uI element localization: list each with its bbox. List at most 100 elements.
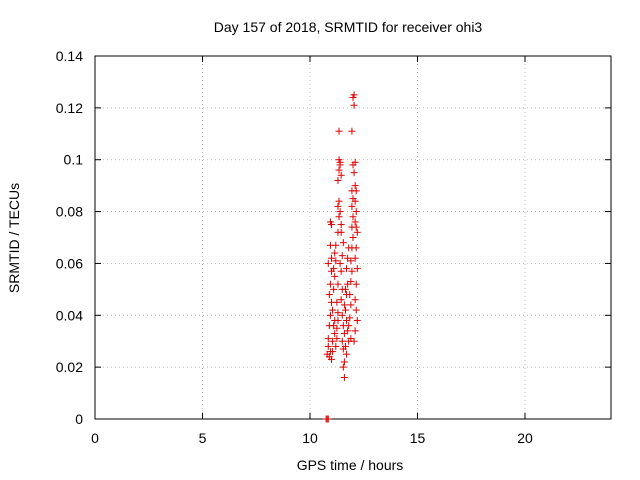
data-point — [324, 415, 332, 423]
data-point — [351, 327, 359, 335]
data-point — [352, 208, 360, 216]
grid-lines — [95, 56, 611, 419]
data-point — [351, 158, 359, 166]
data-point — [349, 213, 357, 221]
data-point — [337, 221, 345, 229]
data-point — [336, 259, 344, 267]
data-point — [336, 208, 344, 216]
data-point — [352, 306, 360, 314]
data-point — [335, 213, 343, 221]
data-point — [334, 176, 342, 184]
data-point — [340, 358, 348, 366]
data-point — [335, 197, 343, 205]
data-point — [339, 239, 347, 247]
data-point — [330, 265, 338, 273]
data-point — [346, 314, 354, 322]
data-point — [351, 296, 359, 304]
data-point — [352, 187, 360, 195]
data-point — [333, 324, 341, 332]
data-point — [347, 257, 355, 265]
data-point — [353, 265, 361, 273]
data-point — [331, 316, 339, 324]
data-point — [326, 311, 334, 319]
data-point — [348, 202, 356, 210]
y-tick-label: 0.14 — [56, 48, 83, 64]
data-point — [326, 218, 334, 226]
y-tick-label: 0 — [75, 411, 83, 427]
data-point — [331, 329, 339, 337]
data-point — [334, 202, 342, 210]
data-point — [352, 280, 360, 288]
y-tick-label: 0.08 — [56, 204, 83, 220]
chart-title: Day 157 of 2018, SRMTID for receiver ohi… — [214, 19, 483, 35]
y-tick-label: 0.04 — [56, 307, 83, 323]
y-tick-label: 0.12 — [56, 100, 83, 116]
data-point — [351, 218, 359, 226]
data-point — [337, 171, 345, 179]
data-point — [341, 285, 349, 293]
data-point — [343, 350, 351, 358]
y-tick-label: 0.1 — [64, 152, 84, 168]
data-point — [351, 197, 359, 205]
data-point — [329, 337, 337, 345]
data-point — [334, 280, 342, 288]
data-point — [334, 309, 342, 317]
data-point — [337, 296, 345, 304]
data-point — [341, 306, 349, 314]
data-point — [333, 298, 341, 306]
data-point — [346, 291, 354, 299]
data-point — [350, 169, 358, 177]
data-point — [347, 278, 355, 286]
data-point — [338, 337, 346, 345]
data-point — [335, 166, 343, 174]
data-point — [336, 158, 344, 166]
data-point — [353, 228, 361, 236]
x-tick-label: 5 — [199, 430, 207, 446]
data-point — [350, 101, 358, 109]
data-point — [349, 234, 357, 241]
data-point — [329, 306, 337, 314]
data-point — [344, 327, 352, 335]
data-point — [343, 265, 351, 273]
data-point — [347, 301, 355, 309]
data-point — [348, 267, 356, 275]
data-points — [322, 91, 361, 423]
x-tick-label: 15 — [410, 430, 426, 446]
data-point — [326, 280, 334, 288]
x-tick-label: 10 — [302, 430, 318, 446]
data-point — [341, 342, 349, 350]
data-point — [332, 241, 340, 249]
data-point — [353, 316, 361, 324]
data-point — [333, 335, 341, 343]
data-point — [337, 228, 345, 236]
data-point — [337, 267, 345, 275]
data-point — [324, 335, 332, 343]
data-point — [325, 291, 333, 299]
data-point — [331, 249, 339, 257]
y-axis-title: SRMTID / TECUs — [6, 183, 22, 293]
data-point — [352, 223, 360, 231]
data-point — [338, 252, 346, 260]
data-point — [328, 254, 335, 262]
data-point — [352, 244, 360, 252]
data-point — [330, 285, 338, 293]
data-point — [347, 335, 355, 343]
axis-ticks — [94, 55, 611, 420]
data-point — [335, 127, 343, 135]
x-tick-label: 0 — [91, 430, 99, 446]
data-point — [324, 342, 332, 350]
data-point — [332, 257, 340, 265]
data-point — [348, 127, 356, 135]
plot-frame — [94, 55, 612, 420]
y-tick-label: 0.02 — [56, 359, 83, 375]
data-point — [351, 182, 359, 190]
y-tick-label: 0.06 — [56, 255, 83, 271]
x-axis-title: GPS time / hours — [297, 457, 404, 473]
data-point — [340, 301, 348, 309]
tick-labels: 0 0.02 0.04 0.06 0.08 0.1 0.12 0.14 0 5 10 15 20 — [56, 48, 533, 446]
x-tick-label: 20 — [517, 430, 533, 446]
data-point — [328, 355, 335, 363]
data-point — [332, 342, 340, 350]
data-point — [339, 363, 347, 371]
